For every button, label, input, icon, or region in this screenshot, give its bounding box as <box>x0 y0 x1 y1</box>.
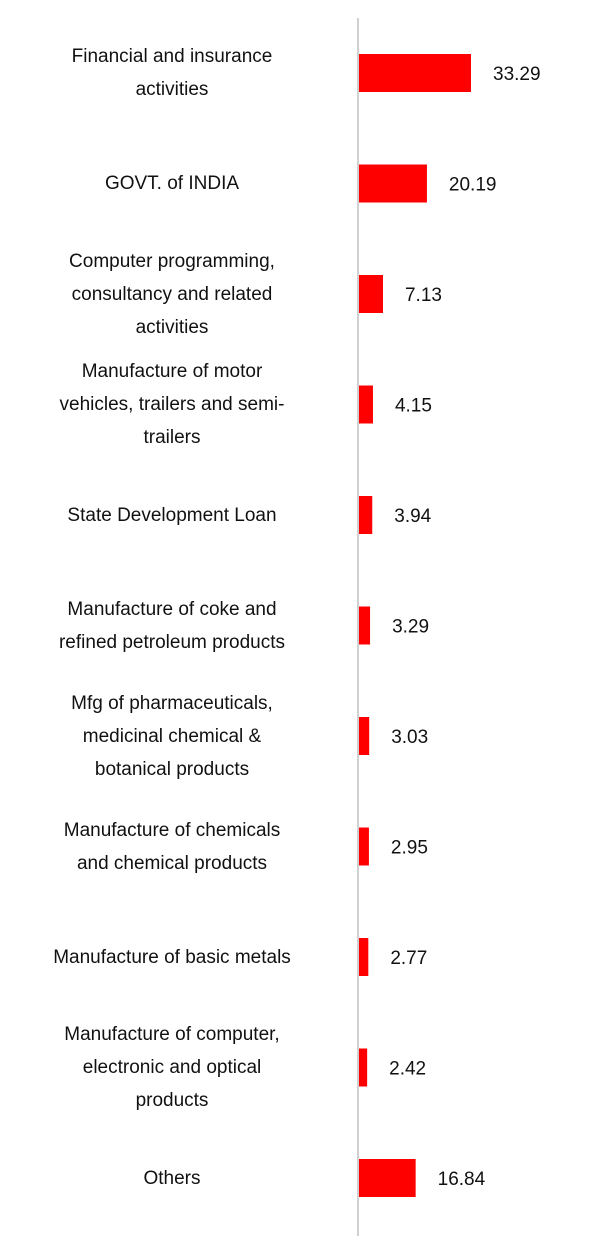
bar <box>359 1048 368 1087</box>
bar <box>359 1159 416 1197</box>
data-label: 2.95 <box>391 838 428 859</box>
data-label: 3.94 <box>394 506 431 527</box>
category-label: Computer programming, consultancy and re… <box>69 250 275 338</box>
category-label: Financial and insurance activities <box>71 46 273 100</box>
bar <box>359 827 369 866</box>
bar <box>359 385 373 424</box>
bar <box>359 938 369 976</box>
category-label: Manufacture of chemicals and chemical pr… <box>63 819 281 874</box>
category-label: State Development Loan <box>67 504 277 526</box>
bar <box>359 54 471 92</box>
data-label: 20.19 <box>449 175 497 196</box>
data-label: 16.84 <box>438 1169 486 1190</box>
category-label: Others <box>143 1167 201 1189</box>
bar <box>359 606 371 645</box>
category-label: Manufacture of basic metals <box>53 946 291 968</box>
data-label: 7.13 <box>405 285 442 306</box>
bar <box>359 496 373 534</box>
data-label: 3.03 <box>391 727 428 748</box>
bar <box>359 164 427 203</box>
data-label: 3.29 <box>392 617 429 638</box>
data-label: 2.77 <box>390 948 427 969</box>
bar <box>359 717 370 755</box>
data-label: 2.42 <box>389 1059 426 1080</box>
bar <box>359 275 383 313</box>
data-label: 33.29 <box>493 64 541 85</box>
category-label: Manufacture of motor vehicles, trailers … <box>59 361 285 448</box>
category-label: Manufacture of coke and refined petroleu… <box>58 598 285 653</box>
category-label: Mfg of pharmaceuticals, medicinal chemic… <box>71 692 273 780</box>
category-label: GOVT. of INDIA <box>104 173 240 194</box>
data-label: 4.15 <box>395 396 432 417</box>
category-label: Manufacture of computer, electronic and … <box>64 1024 280 1111</box>
